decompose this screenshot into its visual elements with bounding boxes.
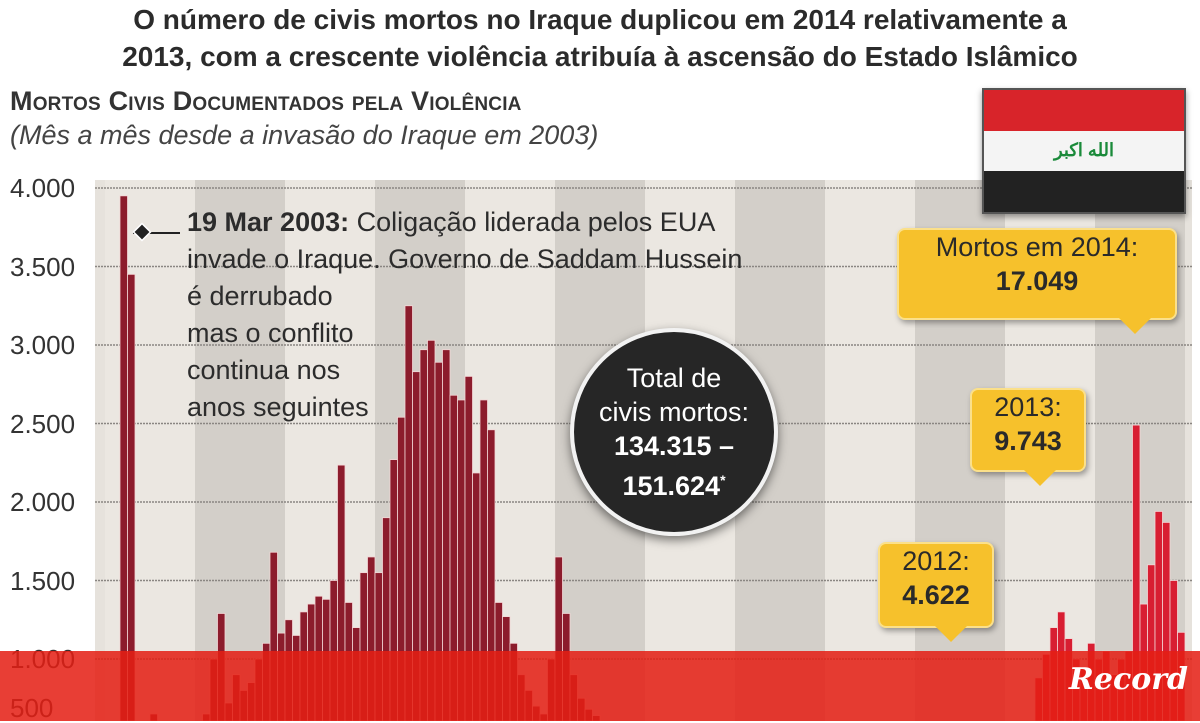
total-value-low: 134.315 – (613, 431, 735, 461)
annotation-marker-icon (132, 222, 152, 242)
callout-value: 4.622 (902, 580, 970, 610)
chart-title: O número de civis mortos no Iraque dupli… (0, 1, 1200, 75)
total-value-high: 151.624 (622, 471, 721, 501)
annotation-date: 19 Mar 2003: (187, 207, 350, 237)
annotation-text: anos seguintes (187, 392, 369, 422)
bar-month-1 (127, 273, 136, 721)
footnote-mark: * (720, 472, 726, 488)
title-line-2: 2013, com a crescente violência atribuía… (122, 41, 1078, 72)
chart-note: (Mês a mês desde a invasão do Iraque em … (10, 120, 599, 150)
flag-inscription: الله اكبر (984, 130, 1184, 172)
bar-month-135 (1132, 424, 1141, 721)
callout-2014: Mortos em 2014: 17.049 (897, 228, 1177, 334)
total-deaths-badge: Total de civis mortos: 134.315 – 151.624… (570, 328, 778, 536)
y-tick-label: 1.500 (10, 565, 76, 596)
title-line-1: O número de civis mortos no Iraque dupli… (133, 4, 1067, 35)
bar-month-49 (487, 429, 496, 721)
y-tick-label: 2.500 (10, 408, 76, 439)
annotation-text: Coligação liderada pelos EUA (349, 207, 716, 237)
record-logo[interactable]: Record (1068, 662, 1188, 697)
total-label: civis mortos: (598, 397, 750, 427)
year-band (105, 180, 195, 721)
annotation-text: é derrubado (187, 281, 333, 311)
callout-label: 2013: (994, 392, 1062, 422)
callout-2013: 2013: 9.743 (970, 388, 1086, 486)
bar-month-0 (119, 195, 128, 721)
brand-banner (0, 651, 1200, 721)
annotation-text: invade o Iraque. Governo de Saddam Husse… (187, 244, 743, 274)
y-tick-label: 3.500 (10, 251, 76, 282)
callout-label: Mortos em 2014: (935, 232, 1139, 262)
y-tick-label: 3.000 (10, 330, 76, 360)
iraq-flag: الله اكبر (982, 88, 1186, 214)
callout-value: 9.743 (994, 426, 1062, 456)
bar-month-29 (337, 464, 346, 721)
total-label: Total de (626, 363, 722, 393)
invasion-annotation: 19 Mar 2003: Coligação liderada pelos EU… (187, 204, 742, 426)
chart-subtitle: Mortos Civis Documentados pela Violência (10, 86, 522, 116)
callout-2012: 2012: 4.622 (878, 542, 994, 642)
callout-value: 17.049 (995, 266, 1079, 296)
y-tick-label: 2.000 (10, 487, 76, 517)
annotation-text: mas o conflito (187, 318, 354, 348)
annotation-text: continua nos (187, 355, 341, 385)
y-tick-label: 4.000 (10, 173, 76, 203)
callout-label: 2012: (902, 546, 970, 576)
